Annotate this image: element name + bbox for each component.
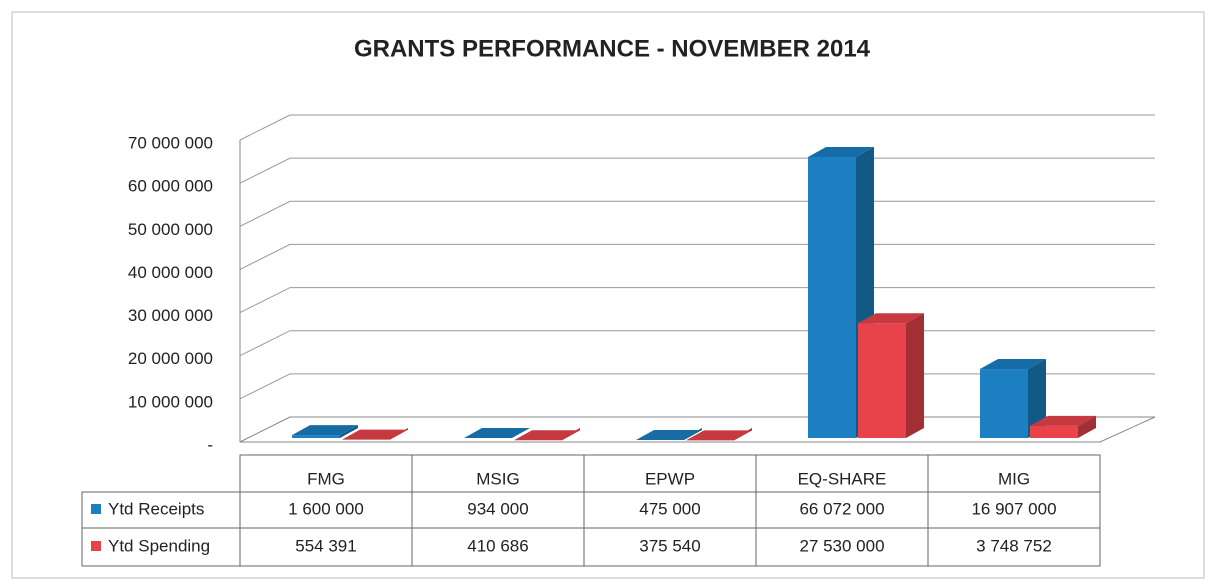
x-tick-label: MSIG xyxy=(476,469,519,488)
data-label: 27 530 000 xyxy=(799,536,884,555)
y-tick-label: 70 000 000 xyxy=(128,133,213,152)
data-label: 554 391 xyxy=(295,536,356,555)
data-label: 1 600 000 xyxy=(288,499,364,518)
bar xyxy=(808,156,856,438)
bar-top xyxy=(342,429,408,440)
bar-side xyxy=(1028,359,1046,438)
y-tick-label: 20 000 000 xyxy=(128,349,213,368)
bar xyxy=(980,369,1028,438)
data-label: 3 748 752 xyxy=(976,536,1052,555)
x-tick-label: EPWP xyxy=(645,469,695,488)
bar-top xyxy=(980,359,1046,370)
y-tick-label: - xyxy=(207,435,213,454)
x-tick-label: MIG xyxy=(998,469,1030,488)
data-label: 410 686 xyxy=(467,536,528,555)
legend-label: Ytd Receipts xyxy=(108,499,204,518)
x-tick-label: EQ-SHARE xyxy=(798,469,887,488)
bar-top xyxy=(858,313,924,324)
bar-top xyxy=(1030,415,1096,426)
bar-side xyxy=(512,427,530,438)
y-tick-label: 50 000 000 xyxy=(128,220,213,239)
legend-swatch xyxy=(91,541,101,551)
back-wall xyxy=(290,115,1155,417)
bar-top xyxy=(514,430,580,441)
bar-top xyxy=(292,425,358,436)
chart-title: GRANTS PERFORMANCE - NOVEMBER 2014 xyxy=(354,35,871,62)
bar-top xyxy=(464,427,530,438)
bar-top xyxy=(686,430,752,441)
bar xyxy=(1030,425,1078,438)
data-label: 934 000 xyxy=(467,499,528,518)
grid-line xyxy=(239,114,1155,141)
x-tick-label: FMG xyxy=(307,469,345,488)
y-tick-label: 40 000 000 xyxy=(128,263,213,282)
bar-top xyxy=(808,146,874,157)
legend-swatch xyxy=(91,504,101,514)
bar-top xyxy=(636,429,702,440)
y-tick-label: 10 000 000 xyxy=(128,392,213,411)
y-tick-label: 30 000 000 xyxy=(128,306,213,325)
bar-side xyxy=(906,313,924,438)
data-label: 375 540 xyxy=(639,536,700,555)
bar-side xyxy=(1078,415,1096,438)
y-tick-label: 60 000 000 xyxy=(128,177,213,196)
data-label: 475 000 xyxy=(639,499,700,518)
legend-label: Ytd Spending xyxy=(108,536,210,555)
bar-side xyxy=(340,425,358,438)
data-label: 16 907 000 xyxy=(971,499,1056,518)
bar xyxy=(858,323,906,438)
bar xyxy=(292,435,340,438)
data-label: 66 072 000 xyxy=(799,499,884,518)
